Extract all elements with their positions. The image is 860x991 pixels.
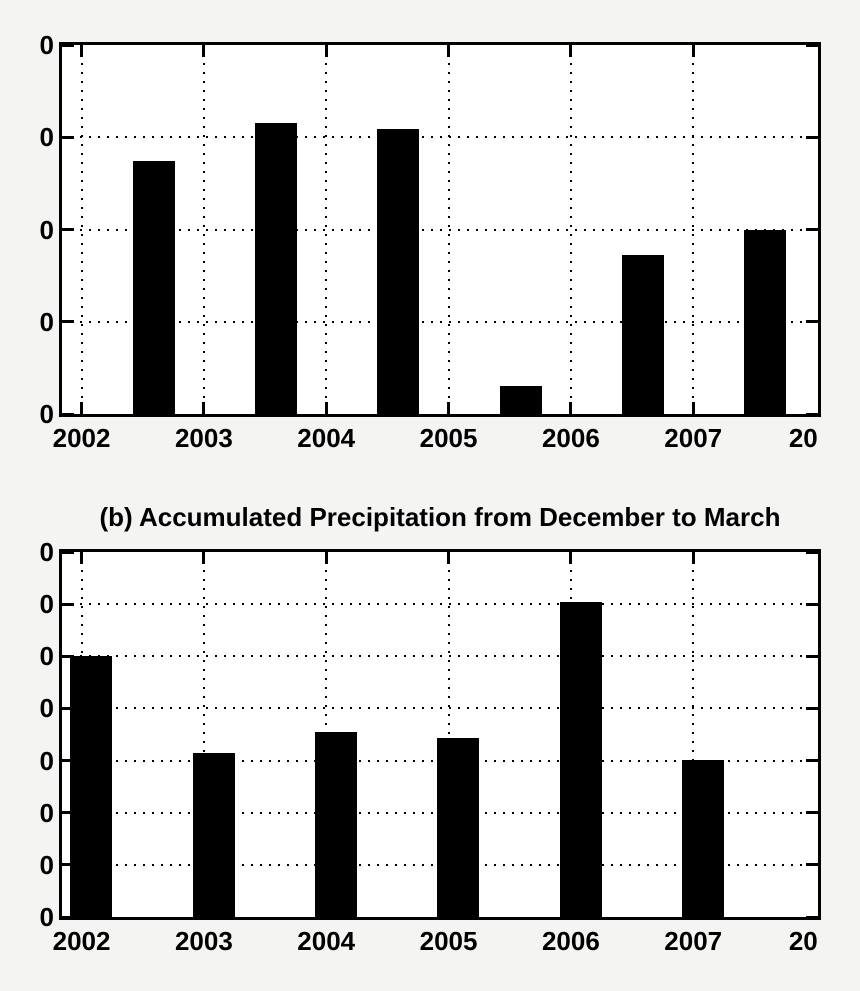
bar bbox=[377, 128, 420, 414]
y-tick-mark bbox=[62, 706, 74, 710]
chart-b-title: (b) Accumulated Precipitation from Decem… bbox=[99, 502, 781, 532]
x-tick-mark bbox=[691, 45, 695, 57]
y-tick-mark bbox=[62, 811, 74, 815]
x-tick-mark bbox=[691, 552, 695, 564]
y-tick-mark bbox=[806, 135, 818, 139]
y-tick-label: 0 bbox=[39, 399, 54, 429]
x-tick-label: 2002 bbox=[52, 423, 111, 453]
x-tick-mark bbox=[80, 45, 84, 57]
y-tick-mark bbox=[806, 759, 818, 763]
y-gridline bbox=[62, 136, 818, 139]
x-gridline bbox=[447, 552, 450, 917]
y-tick-mark bbox=[62, 654, 74, 658]
y-gridline bbox=[62, 707, 818, 710]
y-tick-mark bbox=[62, 550, 74, 554]
x-tick-mark bbox=[80, 552, 84, 564]
x-tick-label: 2007 bbox=[664, 926, 723, 956]
bar bbox=[499, 386, 542, 414]
y-tick-mark bbox=[62, 412, 74, 416]
bar bbox=[315, 731, 357, 917]
y-tick-mark bbox=[62, 135, 74, 139]
y-tick-label: 0 bbox=[39, 902, 54, 932]
bar bbox=[437, 738, 480, 917]
bar bbox=[682, 760, 724, 917]
y-tick-mark bbox=[62, 43, 74, 47]
x-gridline bbox=[692, 552, 695, 917]
chart-b-plot-area bbox=[59, 549, 821, 920]
x-tick-mark bbox=[569, 45, 573, 57]
y-tick-mark bbox=[806, 863, 818, 867]
x-tick-label: 2004 bbox=[297, 926, 356, 956]
x-tick-mark bbox=[324, 402, 328, 414]
x-tick-label: 20 bbox=[788, 926, 818, 956]
y-tick-mark bbox=[62, 320, 74, 324]
x-tick-mark bbox=[202, 552, 206, 564]
x-tick-label: 20 bbox=[788, 423, 818, 453]
x-tick-mark bbox=[569, 402, 573, 414]
x-tick-label: 2005 bbox=[419, 423, 478, 453]
bar bbox=[192, 752, 235, 917]
y-tick-mark bbox=[62, 759, 74, 763]
bar bbox=[132, 161, 175, 414]
y-tick-mark bbox=[806, 915, 818, 919]
x-tick-mark bbox=[202, 402, 206, 414]
x-tick-mark bbox=[447, 552, 451, 564]
x-tick-label: 2007 bbox=[664, 423, 723, 453]
y-tick-label: 0 bbox=[39, 797, 54, 828]
x-tick-label: 2003 bbox=[174, 926, 233, 956]
bar bbox=[70, 656, 113, 917]
y-tick-mark bbox=[806, 602, 818, 606]
y-gridline bbox=[62, 228, 818, 231]
x-tick-label: 2005 bbox=[419, 926, 478, 956]
y-tick-mark bbox=[806, 228, 818, 231]
x-tick-label: 2006 bbox=[541, 926, 600, 956]
x-gridline bbox=[202, 552, 205, 917]
chart-a-plot-area bbox=[59, 42, 821, 417]
x-tick-mark bbox=[447, 402, 451, 414]
y-tick-mark bbox=[806, 320, 818, 324]
y-tick-label: 0 bbox=[39, 537, 54, 567]
y-tick-label: 0 bbox=[39, 693, 54, 724]
bar bbox=[744, 229, 787, 414]
y-tick-label: 0 bbox=[39, 122, 54, 153]
x-tick-mark bbox=[202, 45, 206, 57]
y-tick-label: 0 bbox=[39, 641, 54, 672]
y-tick-mark bbox=[806, 412, 818, 416]
y-tick-label: 0 bbox=[39, 306, 54, 337]
y-gridline bbox=[62, 655, 818, 658]
y-gridline bbox=[62, 603, 818, 606]
y-gridline bbox=[62, 320, 818, 323]
y-tick-label: 0 bbox=[39, 30, 54, 60]
x-tick-label: 2006 bbox=[541, 423, 600, 453]
y-tick-mark bbox=[806, 550, 818, 554]
y-tick-mark bbox=[62, 228, 74, 231]
x-tick-mark bbox=[447, 45, 451, 57]
y-tick-mark bbox=[806, 43, 818, 47]
y-tick-mark bbox=[806, 654, 818, 658]
bar bbox=[559, 602, 602, 917]
x-tick-mark bbox=[691, 402, 695, 414]
bar bbox=[255, 123, 298, 414]
x-tick-mark bbox=[569, 552, 573, 564]
x-tick-label: 2002 bbox=[52, 926, 111, 956]
x-tick-label: 2003 bbox=[174, 423, 233, 453]
x-tick-mark bbox=[80, 402, 84, 414]
y-tick-label: 0 bbox=[39, 849, 54, 880]
y-tick-mark bbox=[62, 863, 74, 867]
y-tick-label: 0 bbox=[39, 745, 54, 776]
y-tick-mark bbox=[806, 706, 818, 710]
y-tick-mark bbox=[806, 811, 818, 815]
y-tick-label: 0 bbox=[39, 589, 54, 620]
y-tick-mark bbox=[62, 602, 74, 606]
x-tick-mark bbox=[324, 45, 328, 57]
x-tick-mark bbox=[324, 552, 328, 564]
x-tick-label: 2004 bbox=[297, 423, 356, 453]
bar bbox=[622, 255, 665, 414]
y-tick-mark bbox=[62, 915, 74, 919]
y-tick-label: 0 bbox=[39, 214, 54, 245]
